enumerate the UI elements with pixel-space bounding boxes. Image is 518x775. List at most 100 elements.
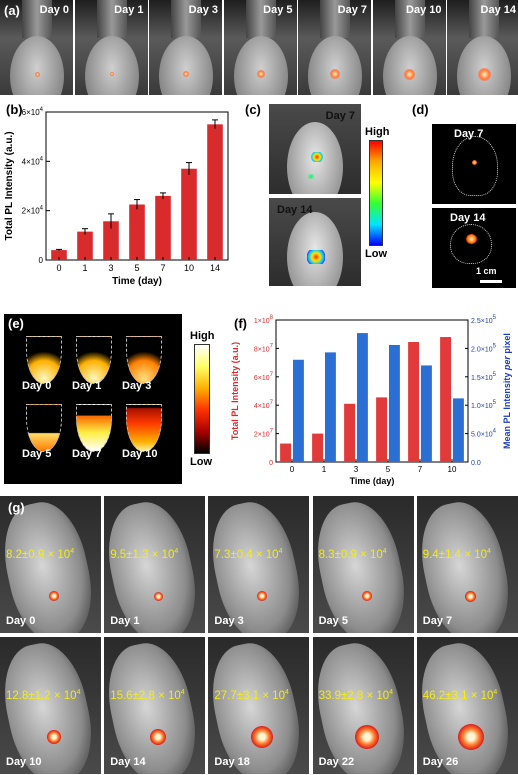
y-tick-label-right: 1.0×105: [471, 400, 497, 410]
mouse-body: [416, 496, 518, 633]
panel-e-day-label: Day 3: [122, 380, 152, 392]
panel-g-day-label: Day 7: [422, 615, 453, 627]
panel-a-day-label: Day 1: [114, 4, 144, 16]
intensity-value: 12.8±1.2 × 104: [6, 689, 81, 702]
y-tick-label: 6×104: [22, 107, 44, 117]
panel-c-day-top: Day 7: [325, 110, 355, 122]
mouse-body: [0, 496, 101, 633]
panel-g-day-label: Day 10: [6, 756, 42, 768]
tumor-signal: [465, 590, 477, 602]
mouse-body: [159, 36, 213, 95]
panel-g-photo: 9.5±1.3 × 104 Day 1: [104, 496, 206, 633]
bar: [51, 250, 67, 260]
x-tick-label: 5: [134, 263, 139, 273]
bar: [77, 231, 93, 260]
intensity-exponent: 4: [493, 689, 498, 696]
tumor-signal: [251, 726, 274, 748]
tumor-signal: [153, 591, 163, 601]
panel-c-photo-bottom: Day 14: [269, 198, 361, 286]
panel-a-day-label: Day 0: [39, 4, 69, 16]
y-axis-label: Total PL Intensity (a.u.): [4, 131, 15, 240]
panel-a-day-label: Day 10: [406, 4, 442, 16]
bar: [103, 221, 119, 260]
panel-a-photo: Day 0: [0, 0, 73, 95]
mouse-body: [208, 496, 310, 633]
panel-c-colorbar: [369, 140, 383, 246]
panel-g-day-label: Day 22: [318, 756, 355, 768]
x-tick-label: 10: [184, 263, 194, 273]
sample-tube: [76, 404, 112, 452]
bar: [181, 168, 197, 260]
y-tick-label-right: 5.0×104: [471, 429, 497, 439]
panel-d-photo-bottom: Day 14 1 cm: [432, 208, 516, 288]
bar-right: [421, 365, 432, 462]
bar: [155, 195, 171, 260]
panel-g-photo: 7.3±0.4 × 104 Day 3: [208, 496, 310, 633]
sample-tube: [26, 404, 62, 452]
intensity-value: 9.5±1.3 × 104: [110, 548, 179, 561]
panel-d-label: (d): [412, 102, 429, 117]
x-tick-label: 3: [108, 263, 113, 273]
panel-f-label: (f): [234, 316, 247, 331]
bar-left: [440, 337, 451, 462]
intensity-exponent: 4: [278, 548, 283, 555]
scale-bar: [480, 280, 502, 283]
x-axis-label: Time (day): [112, 276, 162, 287]
intensity-exponent: 4: [382, 548, 387, 555]
y-tick-label-right: 2.0×105: [471, 343, 497, 353]
panel-g: 8.2±0.9 × 104 Day 0 9.5±1.3 × 104 Day 1 7.3±…: [0, 496, 518, 775]
signal-spot: [109, 72, 114, 76]
bar-right: [293, 359, 304, 462]
sample-tube: [126, 404, 162, 452]
intensity-value: 27.7±3.1 × 104: [214, 689, 289, 702]
bar-right: [325, 352, 336, 462]
panel-a-day-label: Day 3: [188, 4, 218, 16]
mouse-body: [104, 637, 206, 774]
tumor-signal: [47, 730, 61, 744]
panel-e-label: (e): [8, 316, 24, 331]
panel-g-photo: 46.2±3.1 × 104 Day 26: [416, 637, 518, 774]
plot-frame: [275, 319, 469, 463]
bar-left: [376, 397, 387, 462]
intensity-exponent: 4: [76, 689, 81, 696]
panel-a-photo: Day 3: [149, 0, 222, 95]
mouse-body: [416, 637, 518, 774]
sample-tube: [126, 336, 162, 384]
x-tick-label: 7: [418, 465, 423, 474]
panel-a-photo: Day 5: [223, 0, 297, 95]
intensity-value: 33.9±2.8 × 104: [318, 689, 394, 702]
intensity-value: 9.4±1.4 × 104: [422, 548, 491, 561]
signal-spot: [307, 174, 315, 179]
panel-g-photo: 33.9±2.8 × 104 Day 22: [312, 637, 414, 774]
panel-g-photo: 15.6±2.8 × 104 Day 14: [104, 637, 206, 774]
x-tick-label: 1: [322, 465, 327, 474]
panel-a-day-label: Day 14: [480, 4, 516, 16]
y-axis-label-left: Total PL Intensity (a.u.): [230, 342, 240, 440]
panel-e: (e) Day 0 Day 1 Day 3 Day 5 Day 7 Day 10 High…: [0, 314, 230, 486]
y-tick-label-right: 0.0: [471, 460, 481, 467]
intensity-value: 46.2±3.1 × 104: [422, 689, 498, 702]
panel-a-photo: Day 7: [298, 0, 371, 95]
panel-g-photo: 27.7±3.1 × 104 Day 18: [208, 637, 310, 774]
intensity-value: 7.3±0.4 × 104: [214, 548, 283, 561]
mouse-body: [312, 496, 414, 633]
x-tick-label: 7: [160, 263, 165, 273]
tumor-signal: [457, 724, 484, 750]
panel-a-photo: Day 10: [372, 0, 446, 95]
mouse-body: [208, 637, 310, 774]
panel-e-colorbar: [194, 344, 210, 454]
panel-f: (f) 0 2×107 4×107 6×107 8×107 1×108 0.0 5.0×104…: [228, 312, 518, 492]
panel-b: (b) 0 2×104 4×104 6×104 0 1 3 5 7 10 14 Time (day) T…: [0, 100, 240, 290]
intensity-exponent: 4: [180, 689, 185, 696]
x-axis-label: Time (day): [350, 476, 395, 486]
intensity-exponent: 4: [389, 689, 394, 696]
mouse-outline: [450, 224, 492, 264]
panel-a-label: (a): [4, 3, 20, 18]
signal-spot: [330, 69, 340, 79]
signal-spot: [183, 71, 189, 77]
intensity-value: 15.6±2.8 × 104: [110, 689, 185, 702]
mouse-body: [308, 36, 362, 95]
x-tick-label: 1: [82, 263, 87, 273]
tube-holder: [394, 0, 425, 38]
chart-f: 0 2×107 4×107 6×107 8×107 1×108 0.0 5.0×104 1.0×…: [230, 315, 512, 486]
